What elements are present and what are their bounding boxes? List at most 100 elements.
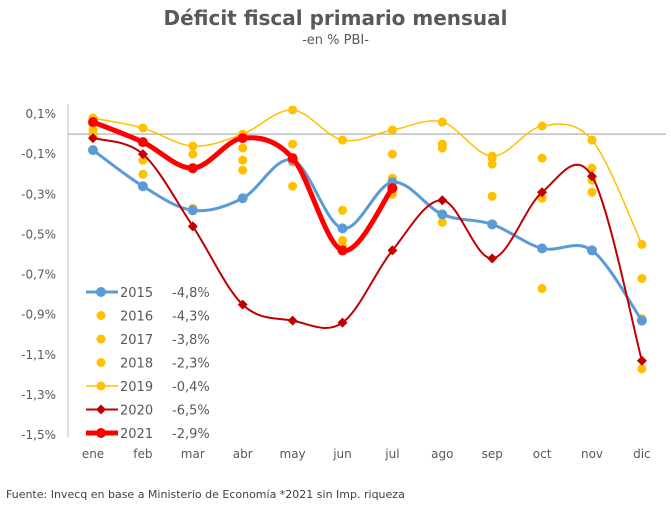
data-point-2021 [237,133,248,144]
data-point-2020 [537,187,548,198]
chart-title: Déficit fiscal primario mensual [163,6,508,30]
data-point-2016 [138,155,148,165]
y-tick-label: 0,1% [26,107,57,121]
data-point-2019 [138,123,148,133]
legend-item-2021: 2021 -2,9% [86,427,210,442]
data-point-2019 [338,135,347,145]
data-point-2020 [387,245,398,256]
data-point-2016 [537,153,547,163]
x-tick-label: nov [581,447,603,461]
data-point-2015 [137,181,148,192]
data-point-2019 [437,117,447,127]
legend-label: 2018 [120,357,153,372]
x-tick-label: sep [482,447,503,461]
data-point-2017 [487,159,497,169]
data-point-2015 [487,219,498,230]
data-point-2018 [637,364,647,374]
y-tick-label: -0,3% [21,187,56,201]
legend-total: -2,9% [172,427,210,442]
legend-item-2015: 2015 -4,8% [86,286,210,301]
y-tick-label: -1,3% [21,388,56,402]
data-point-2015 [537,243,548,254]
legend-total: -6,5% [172,404,210,419]
data-point-2015 [187,205,198,216]
x-tick-label: may [280,447,306,461]
data-point-2020 [88,133,98,144]
y-tick-label: -1,1% [21,348,56,362]
data-point-2020 [237,299,248,310]
data-point-2020 [437,195,448,206]
y-tick-label: -0,5% [21,227,56,241]
x-tick-label: oct [533,447,552,461]
data-point-2021 [337,245,348,256]
x-tick-label: mar [181,447,205,461]
data-point-2016 [637,274,647,284]
data-point-2016 [587,163,597,173]
legend-total: -0,4% [172,380,210,395]
data-point-2018 [288,181,298,191]
legend-swatch-marker [96,358,106,367]
series-line-2019 [92,109,643,245]
data-point-2016 [238,143,248,153]
data-point-2018 [487,191,497,201]
data-point-2020 [287,315,298,326]
data-point-2021 [287,153,298,164]
x-tick-label: abr [233,447,253,461]
data-point-2019 [387,125,397,135]
legend-swatch-marker [96,404,106,415]
legend-item-2016: 2016 -4,3% [96,310,210,325]
data-point-2018 [537,284,547,294]
y-tick-label: -1,5% [21,428,56,442]
data-point-2021 [137,137,148,148]
legend-item-2019: 2019 -0,4% [86,380,210,395]
data-point-2020 [137,149,148,160]
data-point-2017 [238,155,248,165]
legend-total: -4,8% [172,286,210,301]
data-point-2015 [337,223,348,234]
y-tick-label: -0,9% [21,308,56,322]
series-2021 [88,117,398,256]
data-point-2019 [537,121,547,131]
data-point-2020 [337,317,348,328]
legend-label: 2015 [120,286,153,301]
data-point-2016 [387,149,397,159]
data-point-2017 [437,143,447,153]
data-point-2020 [587,171,597,182]
legend-swatch-marker [96,334,106,344]
data-point-2021 [187,163,198,174]
x-tick-label: jun [332,447,352,461]
data-point-2015 [587,245,597,256]
data-point-2021 [88,117,98,128]
data-point-2019 [487,151,497,161]
legend-swatch-marker [96,311,106,320]
legend-label: 2020 [120,404,153,419]
x-tick-label: ene [82,447,104,461]
legend-total: -2,3% [172,357,210,372]
legend-total: -3,8% [172,333,210,348]
y-tick-label: -0,7% [21,268,56,282]
data-point-2015 [636,315,647,326]
data-point-2019 [637,239,647,249]
x-tick-label: feb [133,447,152,461]
data-point-2016 [188,149,198,159]
data-point-2016 [288,139,298,149]
legend-swatch-marker [96,428,106,438]
data-point-2018 [587,187,597,197]
legend-item-2017: 2017 -3,8% [96,333,210,348]
data-point-2020 [187,221,198,232]
data-point-2019 [288,105,298,115]
data-point-2017 [138,169,148,179]
data-point-2019 [587,135,597,145]
legend-item-2018: 2018 -2,3% [96,357,210,372]
data-point-2015 [237,193,248,204]
x-tick-label: jul [384,447,399,461]
data-point-2021 [387,183,398,194]
legend-total: -4,3% [172,310,210,325]
legend-label: 2016 [120,310,153,325]
legend-label: 2019 [120,380,153,395]
source-note: Fuente: Invecq en base a Ministerio de E… [6,488,405,501]
legend-label: 2017 [120,333,153,348]
data-point-2016 [338,205,347,215]
data-point-2015 [437,209,448,220]
